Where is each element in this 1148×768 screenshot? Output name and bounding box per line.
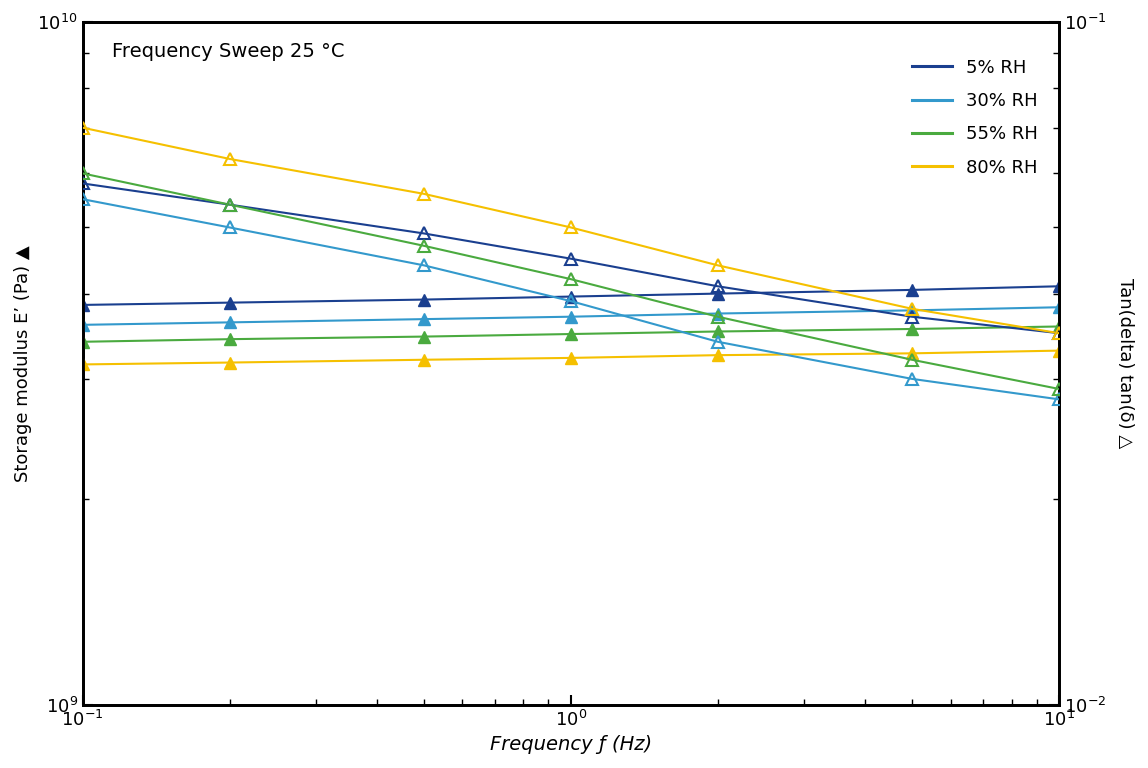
Legend: 5% RH, 30% RH, 55% RH, 80% RH: 5% RH, 30% RH, 55% RH, 80% RH	[905, 51, 1045, 184]
X-axis label: Frequency ƒ (Hz): Frequency ƒ (Hz)	[490, 735, 652, 754]
Y-axis label: Storage modulus E’ (Pa) ▲: Storage modulus E’ (Pa) ▲	[14, 245, 32, 482]
Text: Frequency Sweep 25 °C: Frequency Sweep 25 °C	[111, 42, 344, 61]
Y-axis label: Tan(delta) tan(δ) △: Tan(delta) tan(δ) △	[1116, 278, 1134, 449]
